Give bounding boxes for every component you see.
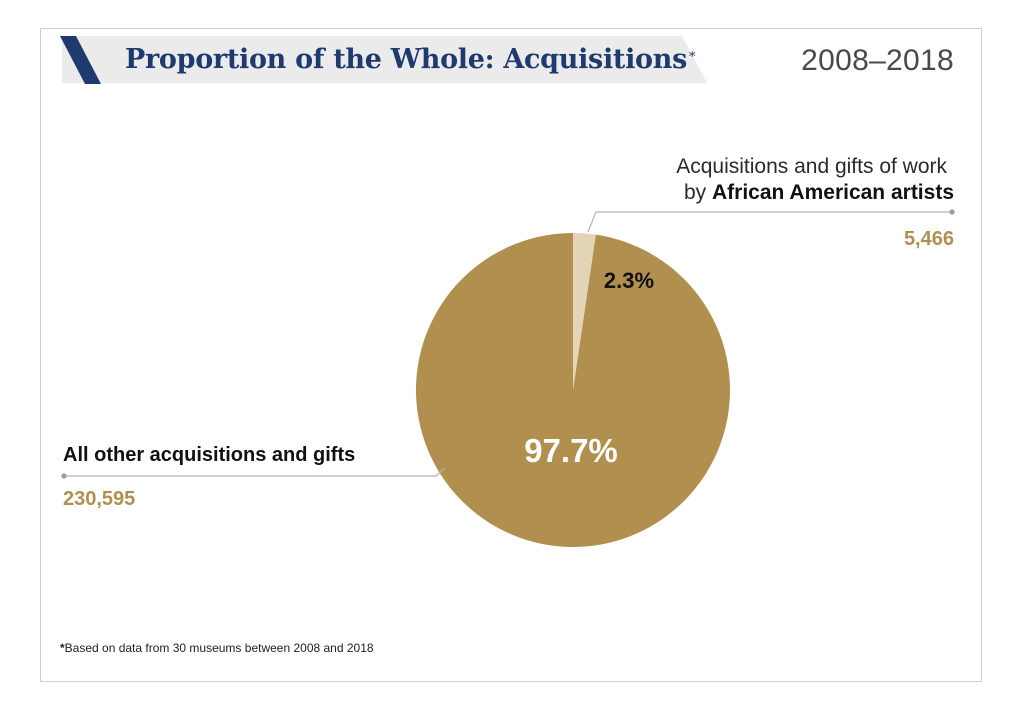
slice-label-african-american-line2: by African American artists bbox=[684, 180, 954, 206]
leader-dot-all-other bbox=[61, 473, 67, 479]
pie-percent-label-small: 2.3% bbox=[604, 268, 654, 293]
chart-title: Proportion of the Whole: Acquisitions * bbox=[125, 40, 695, 80]
chart-title-text: Proportion of the Whole: Acquisitions bbox=[125, 44, 687, 75]
slice-label-african-american-line1: Acquisitions and gifts of work bbox=[676, 155, 947, 178]
leader-line-all-other bbox=[64, 467, 446, 477]
title-band bbox=[62, 36, 707, 83]
slice-label-all-other: All other acquisitions and gifts bbox=[63, 444, 356, 466]
slice-label-line2-prefix: by bbox=[684, 181, 713, 204]
title-slash-icon bbox=[60, 36, 101, 84]
leader-line-african-american-artists bbox=[587, 211, 952, 233]
slice-label-line2-bold: African American artists bbox=[712, 181, 954, 204]
slice-value-african-american: 5,466 bbox=[903, 228, 954, 250]
pie-slice-african-american-artists bbox=[573, 233, 596, 390]
leader-dot-african-american-artists bbox=[949, 209, 955, 215]
chart-title-asterisk: * bbox=[688, 50, 696, 65]
pie-slice-all-other-acquisitions bbox=[415, 233, 730, 547]
slice-value-all-other: 230,595 bbox=[63, 488, 136, 510]
footnote-text: Based on data from 30 museums between 20… bbox=[64, 641, 374, 655]
pie-percent-label-main: 97.7% bbox=[524, 432, 618, 469]
date-range: 2008–2018 bbox=[801, 44, 954, 77]
footnote-asterisk: * bbox=[60, 641, 65, 655]
footnote: *Based on data from 30 museums between 2… bbox=[60, 640, 374, 656]
